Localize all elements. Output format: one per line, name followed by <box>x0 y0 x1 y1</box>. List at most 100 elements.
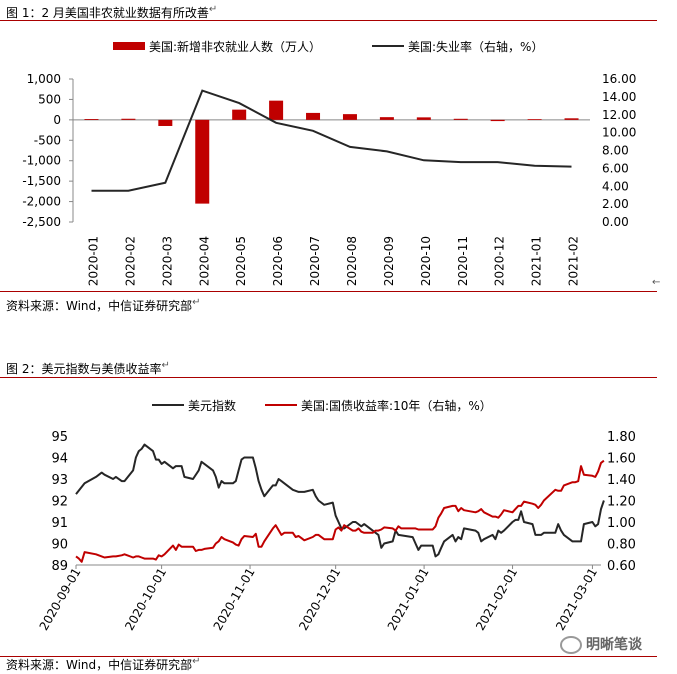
payroll-bar <box>84 118 99 120</box>
y-left-tick-label: 89 <box>51 559 68 574</box>
y-right-tick-label: 10.00 <box>602 126 636 140</box>
watermark: 明晰笔谈 <box>560 634 642 654</box>
y-right-tick-label: 0.80 <box>607 538 636 553</box>
figure1-caption-text: 图 1：2 月美国非农就业数据有所改善 <box>6 6 209 20</box>
legend-swatch-payrolls <box>113 42 145 50</box>
x-tick-label: 2020-11-01 <box>211 566 258 633</box>
y-left-tick-label: 95 <box>51 430 68 445</box>
figure2-source-text: 资料来源：Wind，中信证券研究部 <box>6 658 193 672</box>
payroll-bar <box>232 109 247 120</box>
figure1-bars <box>84 100 579 204</box>
payroll-bar <box>379 117 394 120</box>
y-left-tick-label: -1,000 <box>22 154 61 168</box>
x-tick-label: 2020-03 <box>160 236 174 286</box>
x-tick-label: 2020-07 <box>308 236 322 286</box>
legend-label-ust10y: 美国:国债收益率:10年（右轴，%） <box>301 398 492 413</box>
y-left-tick-label: 93 <box>51 473 68 488</box>
payroll-bar <box>269 100 284 120</box>
figure1-bottom-rule <box>0 291 657 292</box>
payroll-bar <box>195 119 210 204</box>
payroll-bar <box>306 112 321 120</box>
x-tick-label: 2021-02 <box>567 236 581 286</box>
y-right-tick-label: 6.00 <box>602 161 629 175</box>
x-tick-label: 2020-02 <box>123 236 137 286</box>
y-left-tick-label: 1,000 <box>27 72 61 86</box>
y-left-tick-label: -1,500 <box>22 174 61 188</box>
watermark-text: 明晰笔谈 <box>586 637 642 653</box>
x-tick-label: 2020-06 <box>271 236 285 286</box>
figure1-source-text: 资料来源：Wind，中信证券研究部 <box>6 299 193 313</box>
figure1-chart: 美国:新增非农就业人数（万人） 美国:失业率（右轴，%） 1,000 500 0 -5… <box>22 39 636 286</box>
y-left-tick-label: 500 <box>38 92 61 106</box>
return-mark: ↵ <box>161 360 170 371</box>
y-right-tick-label: 1.00 <box>607 516 636 531</box>
y-left-tick-label: 94 <box>51 452 68 467</box>
legend-label-payrolls: 美国:新增非农就业人数（万人） <box>149 39 321 54</box>
payroll-bar <box>342 114 357 120</box>
return-mark: ↵ <box>192 656 201 667</box>
y-right-tick-label: 8.00 <box>602 144 629 158</box>
wechat-icon <box>560 636 582 654</box>
figure1-caption: 图 1：2 月美国非农就业数据有所改善 ↵ <box>6 4 217 21</box>
figure2-source: 资料来源：Wind，中信证券研究部 ↵ <box>6 656 201 673</box>
figure2-lines <box>75 443 605 563</box>
figure1-scroll-mark: ← <box>652 277 661 288</box>
x-tick-label: 2020-09 <box>382 236 396 286</box>
return-mark: ↵ <box>208 4 218 15</box>
x-tick-label: 2021-01-01 <box>385 566 432 633</box>
dxy-line <box>75 443 605 558</box>
y-left-tick-label: -500 <box>34 133 61 147</box>
unemployment-line <box>91 89 572 192</box>
x-tick-label: 2021-03-01 <box>553 566 600 633</box>
x-tick-label: 2020-12-01 <box>296 566 343 633</box>
y-right-tick-label: 4.00 <box>602 179 629 193</box>
x-tick-label: 2020-10-01 <box>122 566 169 633</box>
x-tick-label: 2020-10 <box>419 236 433 286</box>
x-tick-label: 2020-12 <box>493 236 507 286</box>
y-left-tick-label: -2,500 <box>22 215 61 229</box>
y-right-tick-label: 1.40 <box>607 473 636 488</box>
y-right-tick-label: 14.00 <box>602 90 636 104</box>
figure1-top-rule <box>0 20 657 21</box>
ust10y-line <box>75 459 605 563</box>
y-right-tick-label: 2.00 <box>602 197 629 211</box>
y-left-tick-label: -2,000 <box>22 195 61 209</box>
x-tick-label: 2020-05 <box>234 236 248 286</box>
payroll-bar <box>564 118 579 120</box>
y-right-tick-label: 0.00 <box>602 215 629 229</box>
x-tick-label: 2021-02-01 <box>473 566 520 633</box>
payroll-bar <box>416 117 431 120</box>
legend-label-unemployment: 美国:失业率（右轴，%） <box>408 39 543 54</box>
y-right-tick-label: 16.00 <box>602 72 636 86</box>
x-tick-label: 2020-08 <box>345 236 359 286</box>
y-left-tick-label: 91 <box>51 516 68 531</box>
figure1-axes: 1,000 500 0 -500 -1,000 -1,500 -2,000 -2,500 16.… <box>22 72 636 286</box>
figure2-caption-text: 图 2：美元指数与美债收益率 <box>6 362 162 376</box>
figure2-chart: 美元指数 美国:国债收益率:10年（右轴，%） 95 94 93 92 91 90 89 1.… <box>37 398 636 633</box>
payroll-bar <box>121 118 136 120</box>
x-tick-label: 2020-11 <box>456 236 470 286</box>
x-tick-label: 2020-01 <box>86 236 100 286</box>
x-tick-label: 2020-09-01 <box>37 566 84 633</box>
return-mark: ↵ <box>192 297 201 308</box>
y-right-tick-label: 0.60 <box>607 559 636 574</box>
legend-label-dxy: 美元指数 <box>188 398 236 413</box>
figure1-legend: 美国:新增非农就业人数（万人） 美国:失业率（右轴，%） <box>113 39 543 54</box>
figure1-line <box>91 89 572 192</box>
figure2-axes: 95 94 93 92 91 90 89 1.80 1.60 1.40 1.20 1.00 0.80 0.… <box>37 430 636 633</box>
figure2-bottom-rule <box>0 656 657 657</box>
y-right-tick-label: 1.80 <box>607 430 636 445</box>
y-right-tick-label: 1.20 <box>607 495 636 510</box>
x-tick-label: 2021-01 <box>530 236 544 286</box>
x-tick-label: 2020-04 <box>197 236 211 286</box>
figure2-caption: 图 2：美元指数与美债收益率 ↵ <box>6 360 170 377</box>
payroll-bar <box>453 118 468 120</box>
y-left-tick-label: 0 <box>53 113 61 127</box>
y-right-tick-label: 12.00 <box>602 108 636 122</box>
payroll-bar <box>490 119 505 122</box>
y-right-tick-label: 1.60 <box>607 452 636 467</box>
y-left-tick-label: 92 <box>51 495 68 510</box>
figure2-legend: 美元指数 美国:国债收益率:10年（右轴，%） <box>152 398 492 413</box>
figure1-source: 资料来源：Wind，中信证券研究部 ↵ <box>6 297 201 314</box>
y-left-tick-label: 90 <box>51 538 68 553</box>
